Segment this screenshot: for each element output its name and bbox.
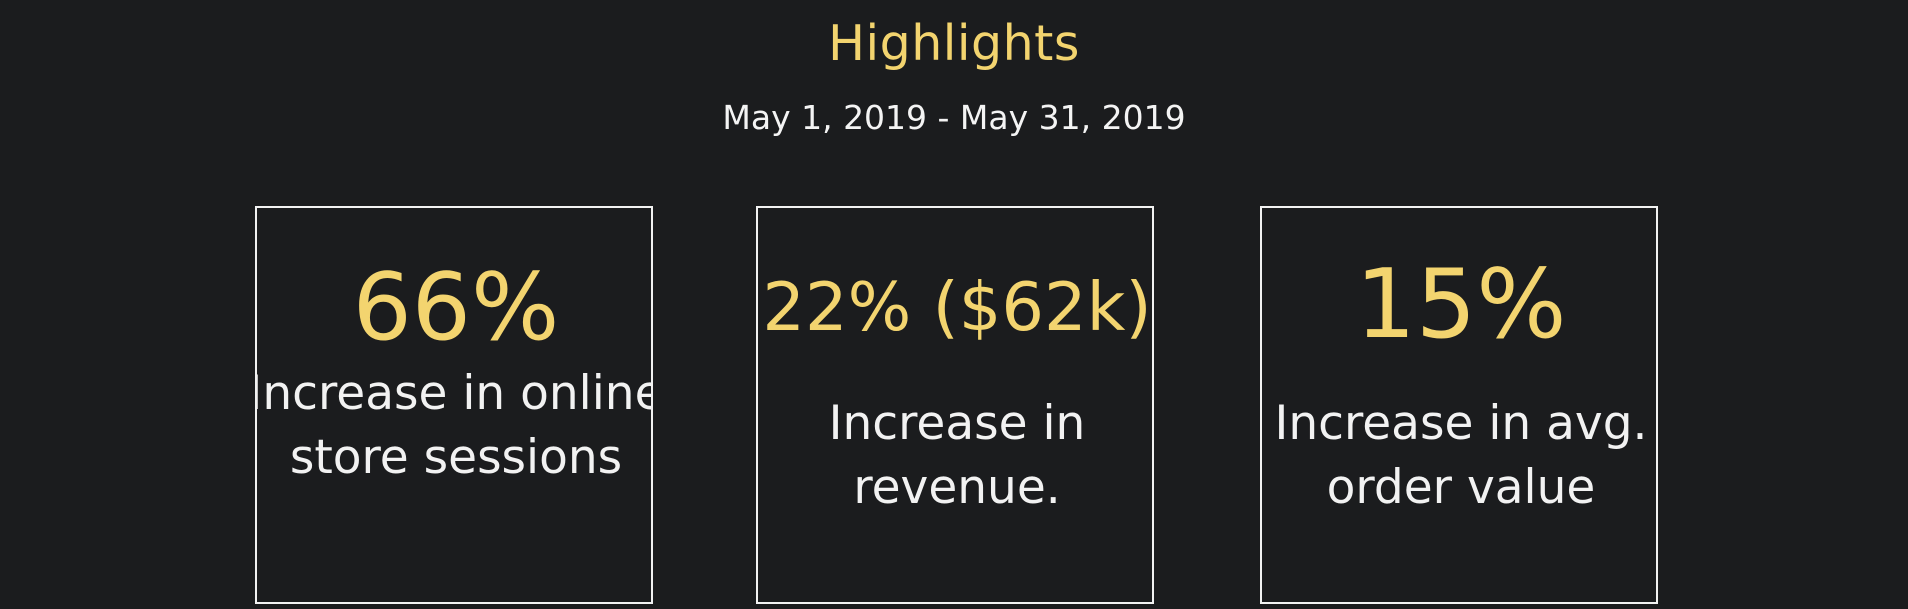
metric-value: 22% ($62k) — [762, 268, 1152, 346]
page-title: Highlights — [828, 15, 1080, 72]
highlight-card-revenue: 22% ($62k) Increase in revenue. — [756, 206, 1154, 604]
metric-value: 15% — [1355, 250, 1567, 360]
highlight-card-order-value: 15% Increase in avg. order value — [1260, 206, 1658, 604]
date-range: May 1, 2019 - May 31, 2019 — [722, 98, 1186, 137]
highlight-card-sessions: 66% Increase in online store sessions — [255, 206, 653, 604]
metric-description: Increase in avg. order value — [1274, 396, 1648, 515]
metric-description: Increase in online store sessions — [255, 366, 653, 485]
metric-description: Increase in revenue. — [828, 396, 1086, 515]
metric-value: 66% — [352, 253, 560, 361]
